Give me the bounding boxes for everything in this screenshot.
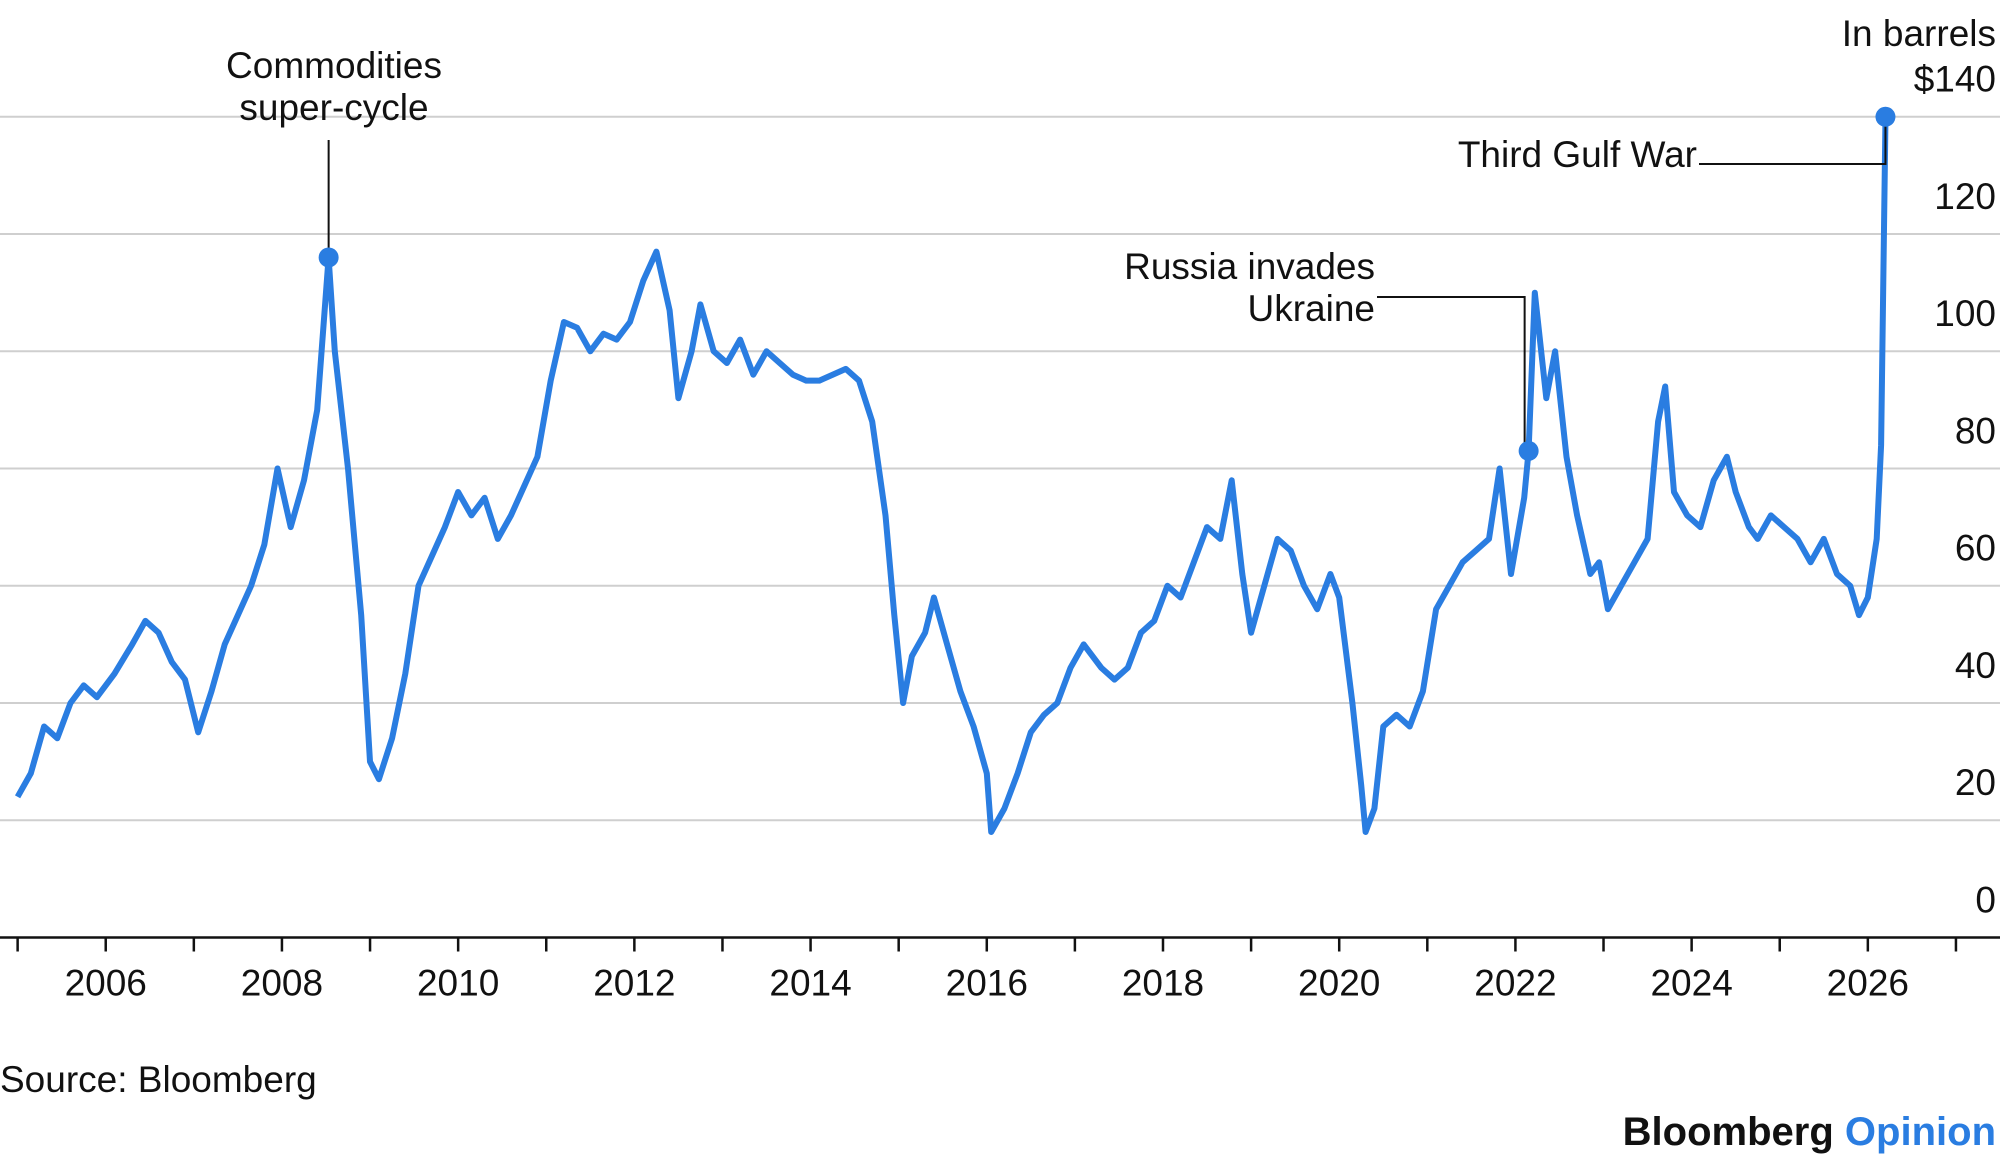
x-tick-label: 2016	[946, 962, 1028, 1003]
y-tick-label: 80	[1955, 410, 1996, 451]
x-tick-label: 2024	[1650, 962, 1732, 1003]
annotation-leader	[1377, 296, 1526, 451]
brand: Bloomberg Opinion	[1623, 1110, 1996, 1154]
x-tick-label: 2026	[1827, 962, 1909, 1003]
annotation-dot	[318, 247, 339, 268]
x-tick-label: 2022	[1474, 962, 1556, 1003]
x-tick-label: 2010	[417, 962, 499, 1003]
annotation-text: Third Gulf War	[1458, 134, 1697, 175]
x-tick-label: 2018	[1122, 962, 1204, 1003]
brand-name: Bloomberg	[1623, 1110, 1834, 1154]
x-tick-label: 2012	[593, 962, 675, 1003]
source: Source: Bloomberg	[0, 1059, 317, 1100]
y-tick-label: 120	[1934, 176, 1996, 217]
y-tick-label: $140	[1914, 59, 1996, 100]
price-line	[14, 116, 1889, 835]
x-tick-label: 2008	[241, 962, 323, 1003]
y-axis-label: In barrels	[1842, 13, 1996, 54]
x-tick-label: 2020	[1298, 962, 1380, 1003]
x-tick-label: 2014	[769, 962, 851, 1003]
y-tick-label: 100	[1934, 293, 1996, 334]
brand-section: Opinion	[1845, 1110, 1996, 1154]
annotation-text: Ukraine	[1248, 288, 1376, 329]
y-tick-label: 40	[1955, 645, 1996, 686]
annotation-text: Russia invades	[1124, 246, 1375, 287]
annotation-text: super-cycle	[239, 87, 428, 128]
annotation-leader	[1699, 116, 1887, 165]
annotation-dot	[1518, 440, 1539, 461]
annotation-text: Commodities	[226, 45, 442, 86]
y-tick-label: 0	[1975, 879, 1996, 920]
x-tick-label: 2006	[65, 962, 147, 1003]
y-tick-label: 20	[1955, 762, 1996, 803]
annotation-dot	[1875, 106, 1896, 127]
y-tick-label: 60	[1955, 528, 1996, 569]
